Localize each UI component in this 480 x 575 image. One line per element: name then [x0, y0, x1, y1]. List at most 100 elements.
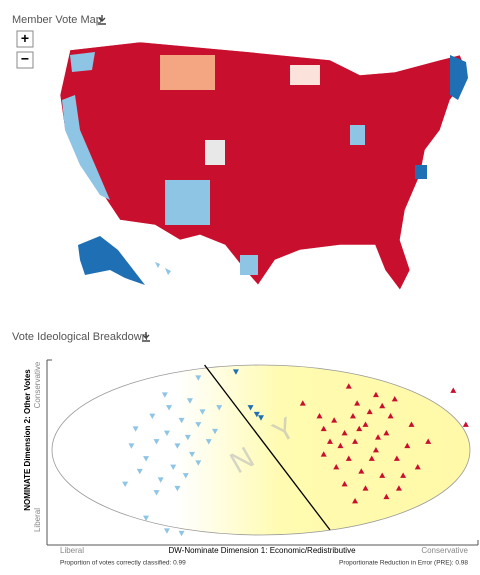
x-axis-label: DW-Nominate Dimension 1: Economic/Redist…: [168, 546, 356, 555]
point: [316, 413, 323, 419]
zoom-out-label: −: [21, 51, 29, 67]
point: [163, 528, 170, 534]
fit-note: Proportion of votes correctly classified…: [60, 560, 186, 567]
region: [160, 55, 215, 90]
point: [372, 447, 379, 453]
point: [199, 409, 206, 415]
point: [450, 387, 457, 393]
point: [462, 421, 469, 427]
point: [186, 398, 193, 404]
point: [391, 396, 398, 402]
point: [320, 425, 327, 432]
point: [375, 434, 382, 440]
point: [400, 472, 407, 478]
point: [299, 400, 306, 406]
point: [358, 468, 365, 474]
point: [379, 472, 386, 478]
region: [290, 65, 320, 85]
point: [253, 411, 260, 418]
point: [184, 434, 191, 441]
map-title: Member Vote Map: [12, 14, 102, 26]
point: [404, 442, 411, 449]
point: [136, 468, 143, 475]
region: [415, 165, 427, 179]
x-axis-end-label: Conservative: [421, 546, 468, 555]
point: [362, 421, 369, 427]
zoom-out-button[interactable]: [16, 51, 34, 69]
cutting-line: [204, 364, 331, 531]
point: [174, 443, 181, 449]
zoom-in-label: +: [21, 30, 29, 46]
point: [247, 405, 254, 411]
point: [372, 391, 379, 398]
point: [232, 369, 239, 375]
point: [205, 439, 212, 445]
download-icon[interactable]: [142, 332, 150, 342]
point: [341, 481, 348, 487]
point: [174, 485, 181, 492]
point: [354, 400, 361, 406]
point: [352, 498, 359, 504]
point: [379, 402, 386, 409]
point: [153, 490, 160, 496]
point: [163, 430, 170, 436]
point: [349, 413, 356, 419]
point: [387, 413, 394, 419]
point: [216, 405, 223, 411]
point: [395, 485, 402, 491]
point: [393, 455, 400, 461]
zoom-in-button[interactable]: [16, 30, 34, 48]
region: [165, 180, 210, 225]
point: [345, 455, 352, 461]
y-axis-end-label: Conservative: [33, 361, 42, 408]
point: [161, 392, 168, 398]
point: [408, 421, 415, 427]
point: [425, 438, 432, 444]
point: [178, 530, 185, 537]
point: [258, 415, 264, 421]
us-map[interactable]: [59, 41, 469, 291]
region: [240, 255, 258, 275]
download-icon[interactable]: [98, 15, 106, 25]
point: [368, 455, 375, 461]
point: [195, 460, 202, 466]
point: [178, 417, 185, 424]
point: [331, 417, 338, 423]
point: [320, 451, 327, 457]
point: [356, 425, 363, 432]
point: [362, 485, 369, 491]
fit-note: Proportionate Reduction in Error (PRE): …: [339, 560, 468, 567]
point: [166, 405, 173, 411]
breakdown-title: Vote Ideological Breakdown: [12, 331, 148, 343]
hawaii: [155, 262, 171, 275]
point: [195, 375, 202, 381]
point: [143, 515, 150, 521]
point: [195, 422, 202, 428]
point: [128, 443, 135, 449]
point: [122, 481, 129, 487]
alaska: [78, 236, 145, 285]
point: [182, 473, 189, 479]
point: [337, 442, 344, 449]
point: [383, 430, 390, 436]
plot: [122, 364, 469, 537]
ellipse: [51, 364, 471, 536]
point: [143, 456, 150, 462]
region: [62, 95, 110, 200]
point: [414, 464, 421, 470]
point: [326, 438, 333, 444]
point: [333, 464, 340, 470]
point: [157, 477, 164, 483]
y-axis-label: NOMINATE Dimension 2: Other Votes: [23, 369, 32, 511]
point: [153, 439, 160, 445]
point: [383, 493, 390, 500]
point: [132, 426, 139, 432]
region: [205, 140, 225, 165]
y-axis-end-label: Liberal: [33, 508, 42, 532]
point: [189, 451, 196, 458]
point: [149, 413, 156, 419]
point: [345, 383, 352, 389]
point: [366, 408, 373, 415]
point: [352, 438, 359, 444]
